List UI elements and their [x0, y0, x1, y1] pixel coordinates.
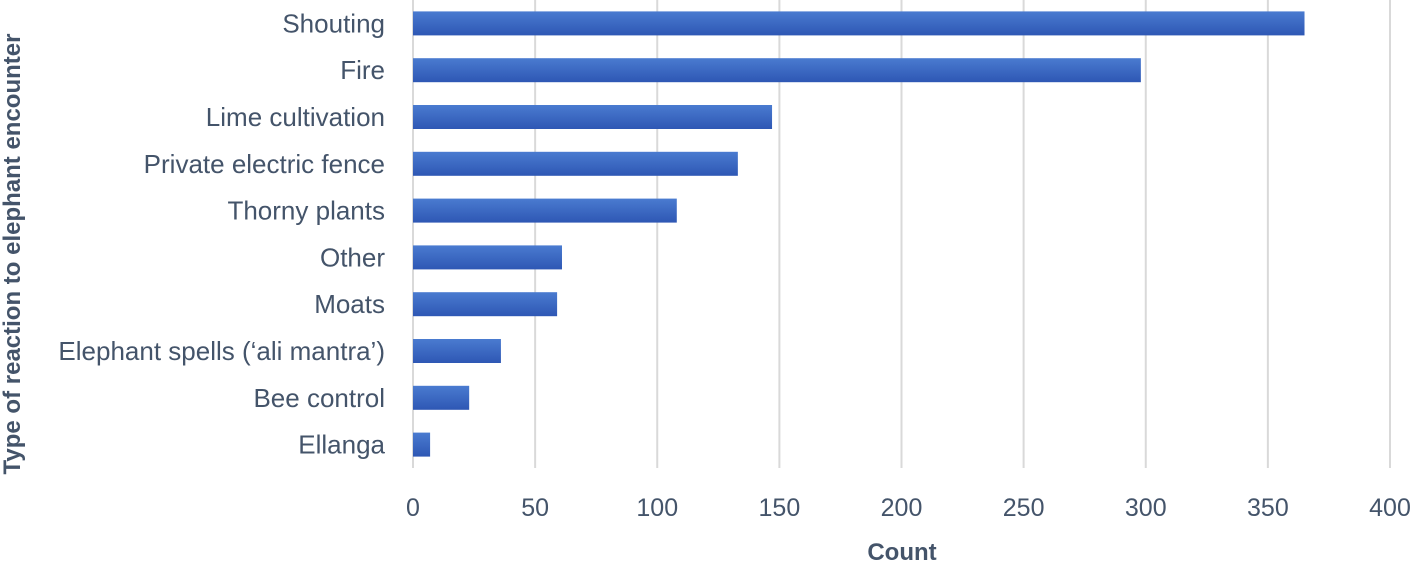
- x-tick-label: 250: [1003, 494, 1045, 522]
- x-tick-label: 350: [1247, 494, 1289, 522]
- x-tick-label: 0: [406, 494, 420, 522]
- x-tick-label: 300: [1125, 494, 1167, 522]
- bar: [413, 432, 431, 457]
- x-tick-label: 100: [636, 494, 678, 522]
- bar: [413, 11, 1305, 36]
- category-label: Shouting: [282, 8, 385, 38]
- category-label: Bee control: [253, 383, 385, 413]
- bar: [413, 339, 501, 363]
- x-tick-label: 400: [1369, 494, 1411, 522]
- bars: [413, 11, 1305, 457]
- category-label: Lime cultivation: [206, 102, 385, 132]
- y-axis-title: Type of reaction to elephant encounter: [0, 34, 26, 475]
- x-tick-label: 50: [521, 494, 549, 522]
- x-tick-labels: 0 50 100 150 200 250 300 350 400: [406, 494, 1411, 522]
- bar: [413, 105, 773, 129]
- category-label: Ellanga: [298, 430, 385, 460]
- x-tick-label: 150: [759, 494, 801, 522]
- bar: [413, 385, 470, 410]
- category-label: Thorny plants: [227, 196, 385, 226]
- bar: [413, 245, 562, 270]
- category-label: Private electric fence: [144, 149, 385, 179]
- category-label: Fire: [340, 55, 385, 85]
- category-label: Moats: [314, 289, 385, 319]
- x-axis-title: Count: [867, 539, 936, 563]
- bar: [413, 58, 1141, 83]
- bar: [413, 151, 738, 176]
- category-labels: Shouting Fire Lime cultivation Private elec…: [58, 8, 385, 459]
- category-label: Elephant spells (‘ali mantra’): [58, 336, 385, 366]
- x-tick-label: 200: [881, 494, 923, 522]
- category-label: Other: [320, 242, 385, 272]
- bar: [413, 198, 677, 223]
- bar: [413, 292, 558, 317]
